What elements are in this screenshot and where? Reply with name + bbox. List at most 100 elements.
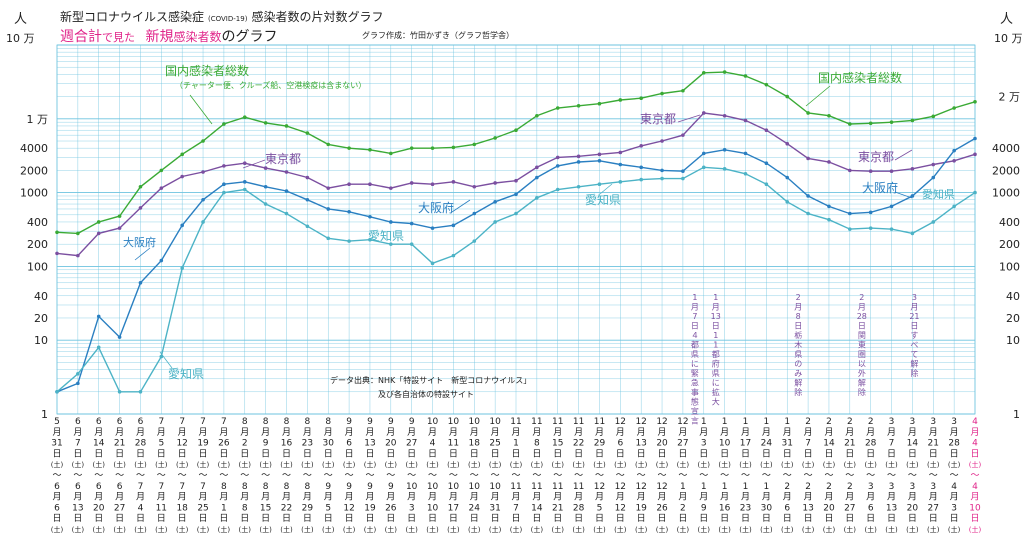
x-tick-part: ～	[470, 471, 479, 481]
data-point-tokyo	[868, 169, 873, 173]
x-tick-part: 日	[386, 513, 395, 524]
data-point-osaka	[743, 151, 748, 156]
x-tick-part: ～	[428, 471, 437, 481]
event-annotation-char: 宣	[691, 406, 699, 416]
x-tick-part: (土)	[259, 460, 272, 469]
data-point-aichi	[430, 261, 435, 266]
x-tick-part: 27	[844, 503, 855, 513]
data-point-tokyo	[76, 253, 80, 258]
x-tick-part: 月	[866, 492, 875, 503]
x-tick-part: (土)	[280, 525, 293, 534]
data-point-osaka	[493, 200, 497, 204]
data-point-tokyo	[222, 164, 226, 168]
x-tick-part: (土)	[426, 525, 439, 534]
data-point-tokyo	[597, 152, 602, 157]
x-tick-part: 1	[701, 482, 707, 492]
data-point-national	[681, 88, 685, 93]
x-tick-part: 11	[552, 417, 563, 427]
event-annotation-char: 日	[794, 322, 802, 331]
x-tick-part: (土)	[364, 460, 377, 469]
data-point-aichi	[576, 184, 581, 189]
x-tick-part: ～	[407, 471, 416, 481]
x-tick-part: 日	[345, 513, 354, 524]
data-point-aichi	[827, 217, 831, 222]
y-tick-left: 10	[34, 334, 48, 347]
x-tick-part: (土)	[405, 525, 418, 534]
x-tick-part: 12	[615, 417, 626, 427]
series-label-aichi-right: 愛知県	[922, 187, 955, 201]
x-tick-part: 月	[866, 427, 875, 438]
x-tick-part: (土)	[969, 525, 982, 534]
data-point-tokyo	[827, 160, 831, 164]
data-point-national	[889, 120, 894, 124]
data-point-aichi	[76, 372, 80, 376]
event-annotation-char: 県	[691, 350, 699, 359]
x-tick-part: (土)	[197, 525, 210, 534]
event-annotation-char: 月	[910, 303, 918, 312]
data-point-national	[827, 113, 831, 118]
data-point-national	[848, 122, 852, 126]
x-tick-part: 月	[824, 427, 833, 438]
y-tick-left: 1	[41, 408, 48, 421]
x-tick-part: 14	[907, 439, 919, 449]
data-point-national	[952, 106, 956, 110]
x-tick-part: ～	[532, 471, 541, 481]
x-tick-part: ～	[637, 471, 646, 481]
x-tick-part: 9	[325, 482, 331, 492]
x-tick-part: 日	[950, 513, 959, 524]
subtitle-infected: 感染者数	[173, 30, 222, 44]
data-point-osaka	[535, 175, 539, 180]
x-tick-part: 8	[263, 482, 269, 492]
x-tick-part: 20	[656, 439, 668, 449]
event-annotation-char: 以	[858, 360, 866, 369]
x-tick-part: 10	[489, 417, 501, 427]
event-annotation-char: 栃	[794, 330, 802, 340]
x-tick-part: 日	[219, 448, 228, 459]
data-point-national	[263, 121, 268, 125]
data-point-tokyo	[326, 186, 331, 190]
x-tick-part: 8	[284, 417, 290, 427]
x-tick-part: 日	[866, 513, 875, 524]
data-point-aichi	[180, 266, 184, 270]
x-tick-part: 18	[176, 503, 188, 513]
y-tick-right: 10 万	[994, 32, 1023, 45]
x-tick-part: (土)	[72, 525, 85, 534]
data-point-aichi	[55, 389, 59, 394]
x-tick-part: 日	[637, 513, 646, 524]
data-point-aichi	[639, 177, 643, 182]
x-tick-part: 10	[427, 417, 439, 427]
series-label-osaka-right: 大阪府	[862, 180, 898, 195]
data-point-national	[159, 168, 164, 173]
x-tick-part: 日	[658, 513, 667, 524]
data-point-national	[785, 94, 790, 99]
event-annotation-char: 2	[796, 293, 801, 302]
x-tick-part: 月	[637, 492, 646, 503]
x-tick-part: (土)	[447, 525, 460, 534]
x-tick-part: 月	[470, 492, 479, 503]
x-tick-part: 日	[970, 513, 979, 524]
x-tick-part: 日	[52, 513, 61, 524]
x-tick-part: 日	[199, 513, 208, 524]
data-point-tokyo	[180, 174, 184, 179]
x-tick-part: 7	[200, 417, 206, 427]
x-tick-part: 日	[824, 513, 833, 524]
x-tick-part: 日	[866, 448, 875, 459]
data-point-tokyo	[55, 251, 59, 256]
data-point-osaka	[827, 204, 831, 209]
data-point-aichi	[242, 187, 247, 192]
x-tick-part: 月	[261, 492, 270, 503]
data-point-osaka	[931, 175, 936, 180]
data-point-osaka	[96, 314, 101, 319]
x-tick-part: 日	[929, 448, 938, 459]
x-tick-part: 5	[54, 417, 60, 427]
x-tick-part: 日	[595, 448, 604, 459]
x-tick-part: 17	[448, 503, 459, 513]
